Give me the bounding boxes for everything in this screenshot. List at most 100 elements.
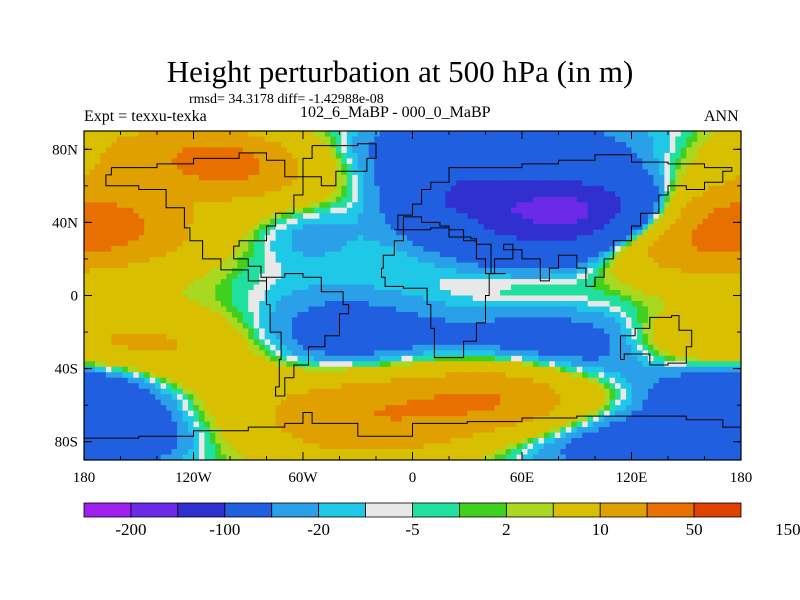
field-cell [434, 344, 441, 351]
field-cell [144, 169, 151, 176]
field-cell [182, 328, 189, 335]
field-cell [417, 328, 425, 335]
field-cell [177, 218, 184, 225]
field-cell [445, 213, 452, 220]
field-cell [428, 300, 435, 308]
field-cell [730, 251, 737, 258]
field-cell [582, 152, 589, 160]
field-cell [248, 268, 255, 275]
field-cell [489, 333, 496, 340]
field-cell [691, 339, 698, 346]
field-cell [511, 131, 518, 138]
field-cell [335, 207, 342, 214]
field-cell [292, 240, 299, 247]
field-cell [374, 300, 381, 308]
field-cell [615, 131, 622, 138]
field-cell [160, 262, 167, 269]
field-cell [363, 152, 370, 160]
field-cell [237, 273, 244, 280]
field-cell [719, 344, 726, 351]
field-cell [308, 290, 315, 297]
field-cell [188, 333, 195, 340]
field-cell [598, 262, 605, 269]
field-cell [144, 240, 151, 247]
field-cell [149, 158, 156, 165]
field-cell [248, 207, 255, 214]
field-cell [538, 295, 545, 302]
field-cell [647, 131, 654, 138]
field-cell [259, 268, 266, 275]
field-cell [445, 317, 452, 324]
field-cell [445, 251, 452, 258]
field-cell [450, 344, 457, 351]
field-cell [697, 235, 704, 242]
field-cell [379, 180, 386, 187]
field-cell [549, 268, 556, 275]
field-cell [357, 262, 364, 269]
field-cell [593, 240, 600, 247]
field-cell [445, 174, 452, 181]
field-cell [166, 169, 173, 176]
field-cell [133, 350, 140, 357]
field-cell [587, 300, 594, 308]
field-cell [483, 246, 490, 253]
field-cell [664, 131, 671, 138]
field-cell [538, 185, 545, 192]
field-cell [193, 240, 200, 247]
field-cell [527, 333, 534, 340]
field-cell [516, 290, 523, 297]
field-cell [242, 191, 249, 198]
field-cell [122, 202, 129, 209]
field-cell [248, 240, 255, 247]
field-cell [89, 279, 96, 286]
field-cell [571, 257, 578, 264]
field-cell [155, 169, 162, 176]
field-cell [697, 240, 704, 247]
field-cell [215, 268, 222, 275]
field-cell [209, 262, 216, 269]
field-cell [122, 158, 129, 165]
field-cell [669, 207, 676, 214]
field-cell [450, 213, 457, 220]
field-cell [724, 317, 731, 324]
field-cell [565, 147, 572, 154]
field-cell [160, 218, 167, 225]
field-cell [171, 284, 178, 291]
field-cell [697, 257, 704, 264]
field-cell [89, 317, 96, 324]
field-cell [363, 344, 370, 351]
field-cell [483, 311, 490, 319]
field-cell [626, 317, 633, 324]
field-cell [248, 262, 255, 269]
field-cell [89, 163, 96, 170]
field-cell [417, 355, 425, 362]
field-cell [532, 257, 540, 264]
field-cell [127, 268, 134, 275]
field-cell [242, 290, 249, 297]
field-cell [549, 196, 556, 203]
field-cell [116, 284, 123, 291]
field-cell [116, 262, 123, 269]
field-cell [658, 136, 665, 143]
field-cell [122, 350, 129, 357]
field-cell [456, 333, 463, 340]
field-cell [483, 350, 490, 357]
field-cell [658, 196, 665, 203]
field-cell [642, 273, 649, 280]
field-cell [204, 213, 211, 220]
field-cell [127, 328, 134, 335]
field-cell [264, 158, 271, 165]
field-cell [642, 295, 649, 302]
field-cell [615, 218, 622, 225]
field-cell [505, 169, 512, 176]
field-cell [483, 229, 490, 236]
field-cell [730, 279, 737, 286]
field-cell [231, 235, 238, 242]
field-cell [543, 279, 550, 286]
field-cell [116, 169, 123, 176]
field-cell [691, 344, 698, 351]
field-cell [686, 163, 693, 170]
field-cell [669, 339, 676, 346]
field-cell [478, 251, 485, 258]
field-cell [188, 344, 195, 351]
